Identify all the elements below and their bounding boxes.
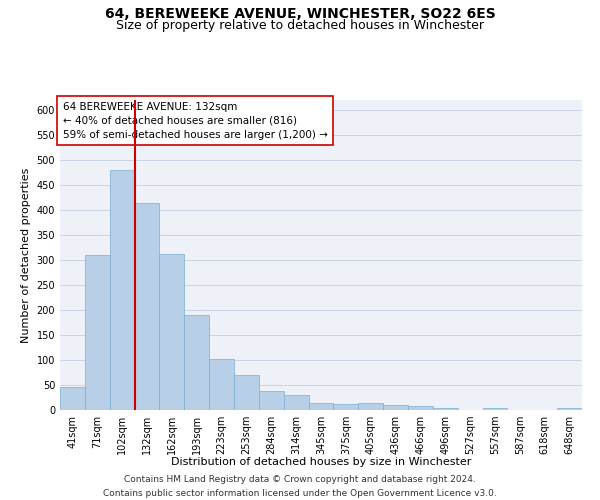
Bar (259, 391, 284, 410)
Bar (284, 394, 308, 410)
Bar (60, 387, 85, 410)
Bar (433, 408, 458, 410)
Bar (358, 402, 383, 410)
Text: Contains HM Land Registry data © Crown copyright and database right 2024.
Contai: Contains HM Land Registry data © Crown c… (103, 476, 497, 498)
Bar (408, 406, 433, 410)
Bar (160, 254, 184, 410)
Text: 64, BEREWEEKE AVENUE, WINCHESTER, SO22 6ES: 64, BEREWEEKE AVENUE, WINCHESTER, SO22 6… (104, 8, 496, 22)
Bar (134, 202, 160, 410)
Bar (184, 315, 209, 410)
Y-axis label: Number of detached properties: Number of detached properties (21, 168, 31, 342)
Bar (308, 402, 334, 410)
Bar (209, 358, 234, 410)
Text: 64 BEREWEEKE AVENUE: 132sqm
← 40% of detached houses are smaller (816)
59% of se: 64 BEREWEEKE AVENUE: 132sqm ← 40% of det… (62, 102, 328, 140)
Bar (557, 408, 582, 410)
X-axis label: Distribution of detached houses by size in Winchester: Distribution of detached houses by size … (171, 457, 471, 467)
Bar (85, 254, 110, 410)
Bar (383, 405, 408, 410)
Bar (334, 404, 358, 410)
Bar (234, 375, 259, 410)
Bar (110, 170, 134, 410)
Text: Size of property relative to detached houses in Winchester: Size of property relative to detached ho… (116, 18, 484, 32)
Bar (482, 408, 508, 410)
